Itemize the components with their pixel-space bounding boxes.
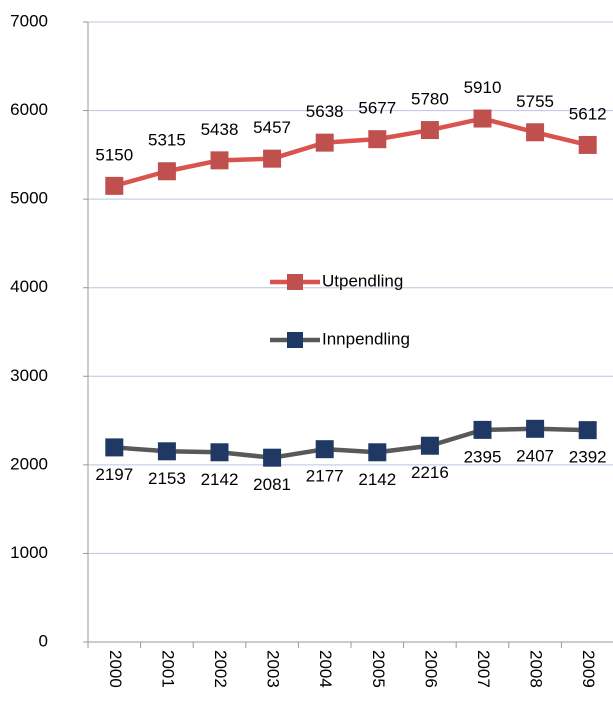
data-label: 2081 <box>253 475 291 494</box>
data-label: 2153 <box>148 469 186 488</box>
marker <box>315 440 334 459</box>
marker <box>105 438 124 457</box>
x-tick-label: 2007 <box>474 650 493 688</box>
marker <box>368 443 387 462</box>
data-label: 2395 <box>464 447 502 466</box>
marker <box>315 133 334 152</box>
legend-marker <box>287 332 303 348</box>
marker <box>420 436 439 455</box>
data-label: 5677 <box>358 99 396 118</box>
data-label: 5755 <box>516 92 554 111</box>
y-tick-label: 0 <box>39 631 48 650</box>
marker <box>578 421 597 440</box>
data-label: 2197 <box>95 465 133 484</box>
data-label: 2392 <box>569 448 607 467</box>
marker <box>473 109 492 128</box>
data-label: 2177 <box>306 467 344 486</box>
y-tick-label: 4000 <box>10 277 48 296</box>
data-label: 5315 <box>148 131 186 150</box>
y-tick-label: 6000 <box>10 100 48 119</box>
marker <box>526 123 545 142</box>
x-tick-label: 2000 <box>106 650 125 688</box>
marker <box>368 130 387 149</box>
data-label: 5910 <box>464 78 502 97</box>
data-label: 5457 <box>253 118 291 137</box>
marker <box>473 420 492 439</box>
x-tick-label: 2001 <box>158 650 177 688</box>
x-tick-label: 2004 <box>316 650 335 688</box>
marker <box>105 176 124 195</box>
series-line <box>114 426 588 460</box>
x-tick-label: 2006 <box>421 650 440 688</box>
x-tick-label: 2009 <box>579 650 598 688</box>
data-label: 2407 <box>516 446 554 465</box>
marker <box>210 443 229 462</box>
marker <box>157 442 176 461</box>
series-line <box>113 116 589 189</box>
data-label: 2142 <box>358 470 396 489</box>
legend-label: Utpendling <box>322 271 403 290</box>
legend-marker <box>287 274 303 290</box>
x-tick-label: 2003 <box>264 650 283 688</box>
y-tick-label: 1000 <box>10 543 48 562</box>
data-label: 2216 <box>411 463 449 482</box>
y-tick-label: 7000 <box>10 11 48 30</box>
legend-label: Innpendling <box>322 329 410 348</box>
x-tick-label: 2008 <box>527 650 546 688</box>
data-label: 5150 <box>95 145 133 164</box>
x-tick-label: 2005 <box>369 650 388 688</box>
marker <box>157 162 176 181</box>
y-tick-label: 3000 <box>10 366 48 385</box>
marker <box>263 149 282 168</box>
marker <box>210 151 229 170</box>
data-label: 5780 <box>411 90 449 109</box>
data-label: 5638 <box>306 102 344 121</box>
data-label: 5612 <box>569 104 607 123</box>
data-label: 2142 <box>201 470 239 489</box>
x-tick-label: 2002 <box>211 650 230 688</box>
marker <box>578 135 597 154</box>
y-tick-label: 5000 <box>10 189 48 208</box>
marker <box>420 121 439 140</box>
y-tick-label: 2000 <box>10 454 48 473</box>
data-label: 5438 <box>201 120 239 139</box>
marker <box>526 419 545 438</box>
marker <box>263 448 282 467</box>
